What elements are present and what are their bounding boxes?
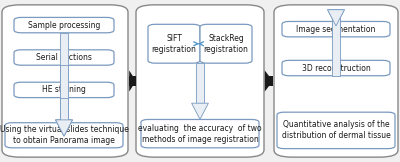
Text: 3D reconstruction: 3D reconstruction	[302, 64, 370, 73]
Polygon shape	[265, 70, 273, 92]
FancyBboxPatch shape	[5, 123, 123, 148]
Text: SIFT
registration: SIFT registration	[152, 34, 196, 54]
Text: Quantitative analysis of the
distribution of dermal tissue: Quantitative analysis of the distributio…	[282, 120, 390, 140]
Polygon shape	[56, 120, 72, 136]
Text: StackReg
registration: StackReg registration	[204, 34, 248, 54]
Text: Serial sections: Serial sections	[36, 53, 92, 62]
FancyBboxPatch shape	[196, 63, 204, 103]
Text: Image segmentation: Image segmentation	[296, 25, 376, 34]
FancyBboxPatch shape	[14, 50, 114, 65]
Text: HE staining: HE staining	[42, 85, 86, 94]
FancyBboxPatch shape	[332, 10, 340, 76]
FancyBboxPatch shape	[60, 33, 68, 120]
FancyBboxPatch shape	[141, 120, 259, 148]
Polygon shape	[328, 10, 344, 26]
FancyBboxPatch shape	[265, 76, 273, 86]
FancyBboxPatch shape	[136, 5, 264, 157]
Text: Using the virtual slides technique
to obtain Panorama image: Using the virtual slides technique to ob…	[0, 125, 128, 145]
FancyBboxPatch shape	[129, 76, 136, 86]
FancyBboxPatch shape	[282, 22, 390, 37]
Text: evaluating  the accuracy  of two
methods of image registration: evaluating the accuracy of two methods o…	[138, 124, 262, 144]
Text: Sample processing: Sample processing	[28, 21, 100, 30]
Polygon shape	[129, 70, 136, 92]
FancyBboxPatch shape	[2, 5, 128, 157]
FancyBboxPatch shape	[148, 24, 200, 63]
Polygon shape	[192, 103, 208, 119]
Polygon shape	[328, 10, 344, 26]
FancyBboxPatch shape	[277, 112, 395, 149]
FancyBboxPatch shape	[14, 17, 114, 33]
FancyBboxPatch shape	[332, 10, 340, 37]
FancyBboxPatch shape	[60, 98, 68, 120]
FancyBboxPatch shape	[200, 24, 252, 63]
Polygon shape	[56, 120, 72, 136]
FancyBboxPatch shape	[14, 82, 114, 98]
FancyBboxPatch shape	[274, 5, 398, 157]
FancyBboxPatch shape	[60, 65, 68, 120]
FancyBboxPatch shape	[282, 60, 390, 76]
Polygon shape	[56, 120, 72, 136]
